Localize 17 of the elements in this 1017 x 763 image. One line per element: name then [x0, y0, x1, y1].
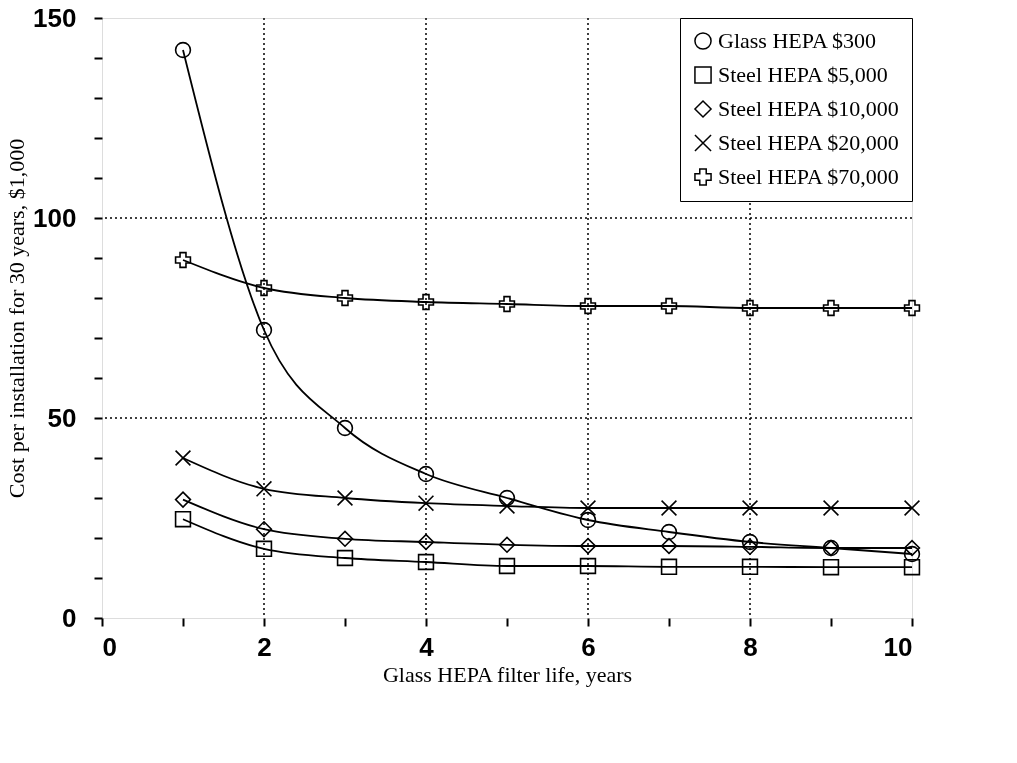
y-tick-label: 100 — [33, 202, 77, 233]
x-tick-label: 0 — [102, 631, 117, 662]
legend-label: Steel HEPA $10,000 — [718, 96, 899, 121]
x-tick-label: 6 — [581, 631, 596, 662]
x-axis-title: Glass HEPA filter life, years — [382, 661, 633, 687]
x-tick-label: 10 — [883, 631, 913, 662]
y-tick-label: 50 — [47, 402, 77, 433]
x-tick-label: 8 — [743, 631, 758, 662]
legend-label: Steel HEPA $5,000 — [718, 62, 888, 87]
y-tick-label: 150 — [33, 2, 77, 33]
legend-label: Steel HEPA $70,000 — [718, 164, 899, 189]
y-tick-label: 0 — [62, 602, 77, 633]
x-tick-label: 2 — [257, 631, 272, 662]
x-tick-label: 4 — [419, 631, 435, 662]
legend-label: Steel HEPA $20,000 — [718, 130, 899, 155]
y-axis-title: Cost per installation for 30 years, $1,000 — [4, 138, 30, 499]
legend-label: Glass HEPA $300 — [718, 28, 877, 53]
